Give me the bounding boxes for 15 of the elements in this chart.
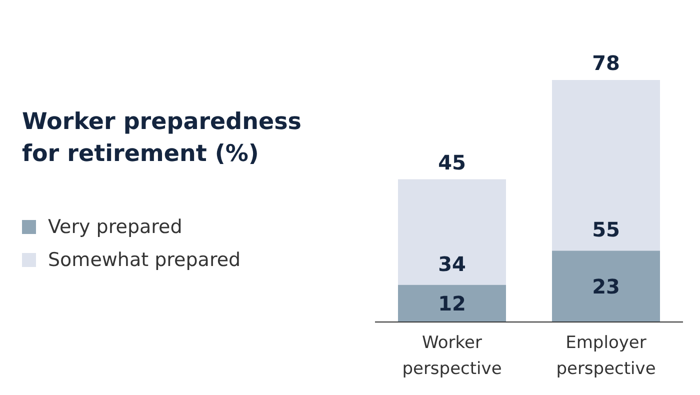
bar — [552, 80, 660, 251]
bar — [552, 250, 660, 322]
text: Worker preparedness for retirement (%) — [22, 108, 302, 169]
x-tick-label: Worker perspective — [402, 333, 502, 380]
data-label: 23 — [592, 274, 620, 298]
data-label: 34 — [438, 252, 466, 276]
legend-label: Somewhat prepared — [48, 248, 241, 270]
x-tick-label: Employer perspective — [556, 333, 656, 380]
legend-label: Very prepared — [48, 216, 182, 238]
bar — [398, 284, 506, 322]
bar — [398, 179, 506, 285]
data-label: 12 — [438, 291, 466, 316]
data-label: 55 — [592, 218, 620, 242]
total-label: 78 — [592, 51, 620, 75]
total-label: 45 — [438, 150, 466, 174]
